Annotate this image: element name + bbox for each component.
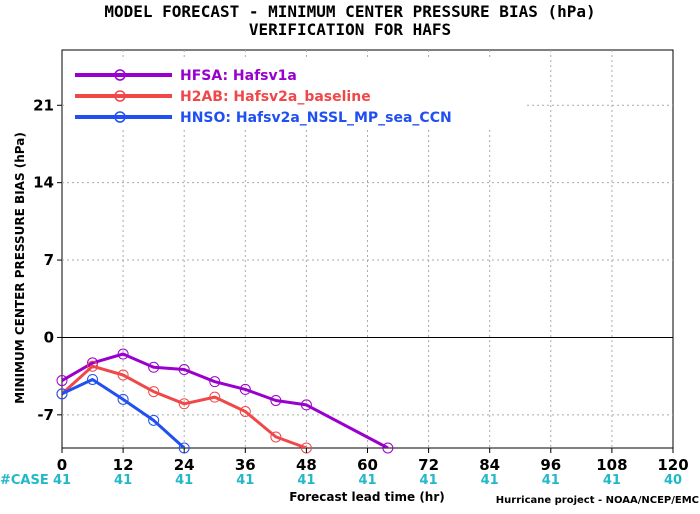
series-point	[56, 375, 68, 387]
series-point	[270, 394, 282, 406]
y-tick-label: 21	[33, 96, 54, 114]
x-ticks-layer: 0 12 24 36 48 60 72 84 96 108 120	[57, 448, 689, 474]
x-tick-label: 108	[596, 456, 627, 474]
x-tick-label: 72	[418, 456, 439, 474]
legend-label: H2AB: Hafsv2a_baseline	[180, 89, 371, 105]
series-point	[56, 388, 68, 400]
series-point	[239, 406, 251, 418]
legend-label: HFSA: Hafsv1a	[180, 68, 297, 84]
series-line	[62, 378, 186, 448]
x-tick-label: 48	[296, 456, 317, 474]
case-count: 41	[175, 473, 193, 488]
case-count: 41	[420, 473, 438, 488]
series-point	[239, 383, 251, 395]
series-line	[62, 364, 307, 448]
x-tick-label: 12	[113, 456, 134, 474]
case-count: 41	[114, 473, 132, 488]
x-tick-label: 120	[657, 456, 688, 474]
chart-subtitle: VERIFICATION FOR HAFS	[249, 20, 451, 39]
series-line	[62, 352, 389, 448]
credit-text: Hurricane project - NOAA/NCEP/EMC	[496, 495, 699, 506]
cases-label: #CASE	[0, 473, 49, 488]
legend-swatch-marker	[114, 111, 126, 123]
case-count: 41	[236, 473, 254, 488]
series-point	[209, 376, 221, 388]
legend-swatch-marker	[114, 69, 126, 81]
x-tick-label: 60	[357, 456, 378, 474]
series-point	[382, 442, 394, 454]
legend: HFSA: Hafsv1a H2AB: Hafsv2a_baseline HNSO:…	[64, 60, 524, 128]
y-tick-label: -7	[37, 406, 54, 424]
x-tick-label: 24	[174, 456, 195, 474]
series-point	[148, 414, 160, 426]
series-point	[87, 360, 99, 372]
case-count: 41	[542, 473, 560, 488]
x-tick-label: 0	[57, 456, 67, 474]
case-count: 41	[603, 473, 621, 488]
series-point	[117, 348, 129, 360]
y-axis-label: MINIMUM CENTER PRESSURE BIAS (hPa)	[13, 132, 27, 404]
series-point	[209, 391, 221, 403]
y-ticks-layer: -7 0 7 14 21	[33, 96, 62, 424]
x-axis-label: Forecast lead time (hr)	[289, 490, 445, 504]
series-point	[148, 386, 160, 398]
series-point	[148, 361, 160, 373]
chart-title: MODEL FORECAST - MINIMUM CENTER PRESSURE…	[104, 2, 595, 21]
y-tick-label: 0	[44, 328, 54, 346]
case-count: 41	[481, 473, 499, 488]
x-tick-label: 36	[235, 456, 256, 474]
series-point	[117, 393, 129, 405]
series-point	[87, 373, 99, 385]
series-point	[178, 364, 190, 376]
legend-swatch-marker	[114, 90, 126, 102]
y-tick-label: 14	[33, 174, 54, 192]
x-tick-label: 96	[540, 456, 561, 474]
series-point	[117, 369, 129, 381]
case-count: 40	[664, 473, 682, 488]
legend-label: HNSO: Hafsv2a_NSSL_MP_sea_CCN	[180, 110, 452, 126]
case-count: 41	[358, 473, 376, 488]
y-tick-label: 7	[44, 251, 54, 269]
series-layer	[56, 348, 394, 454]
x-tick-label: 84	[479, 456, 500, 474]
case-count: 41	[297, 473, 315, 488]
series-point	[270, 431, 282, 443]
series-point	[300, 399, 312, 411]
cases-layer: 41 41 41 41 41 41 41 41 41 41 40	[53, 473, 682, 488]
case-count: 41	[53, 473, 71, 488]
series-point	[178, 398, 190, 410]
